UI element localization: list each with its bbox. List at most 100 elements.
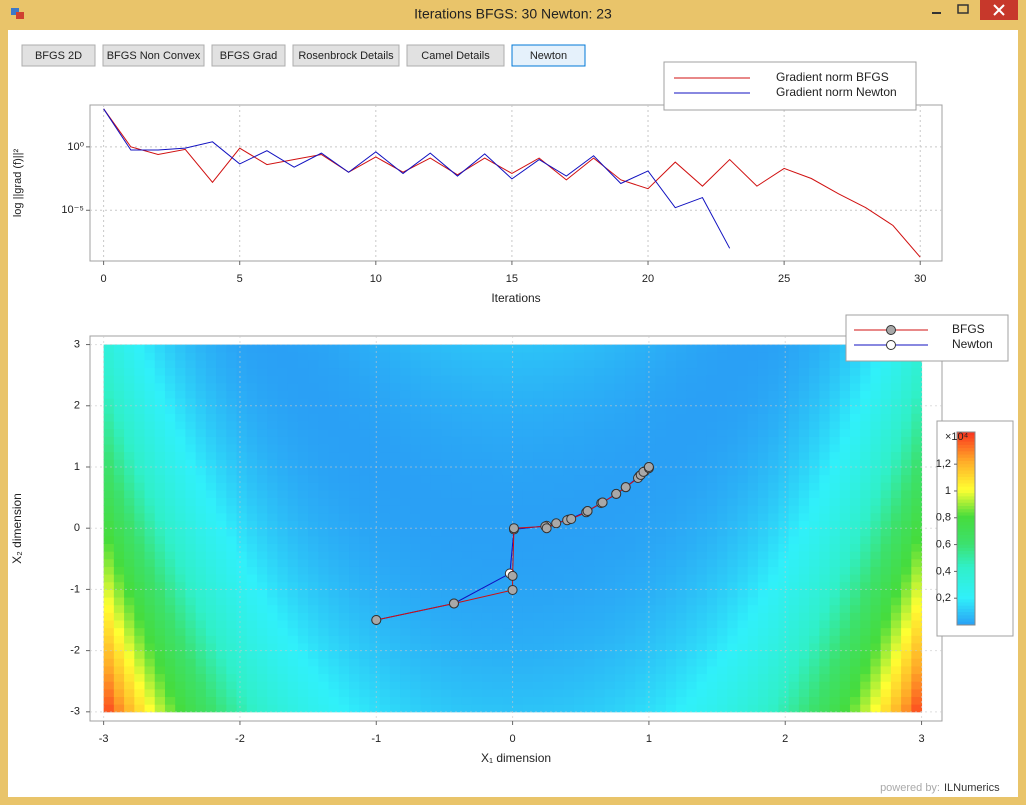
surface-cell xyxy=(706,642,718,652)
x-tick-label: 10 xyxy=(370,273,382,285)
maximize-button[interactable] xyxy=(950,0,978,20)
surface-cell xyxy=(594,421,606,430)
surface-cell xyxy=(246,658,258,667)
surface-cell xyxy=(757,688,769,698)
surface-cell xyxy=(809,681,820,690)
surface-cell xyxy=(706,344,718,353)
surface-cell xyxy=(185,497,197,506)
surface-cell xyxy=(645,444,657,453)
surface-cell xyxy=(144,375,156,384)
legend-marker xyxy=(886,340,896,350)
button[interactable]: Newton xyxy=(511,44,586,67)
surface-cell xyxy=(543,673,554,682)
surface-cell xyxy=(134,627,146,636)
button-face[interactable] xyxy=(292,44,400,67)
surface-cell xyxy=(502,635,514,644)
button-face[interactable] xyxy=(406,44,505,67)
surface-cell xyxy=(553,597,565,606)
minimize-button[interactable] xyxy=(924,0,950,20)
button-label[interactable]: Newton xyxy=(530,50,567,62)
surface-cell xyxy=(860,688,871,698)
surface-cell xyxy=(267,451,278,460)
surface-cell xyxy=(492,528,503,537)
button-face[interactable] xyxy=(211,44,286,67)
button-label[interactable]: Rosenbrock Details xyxy=(298,50,394,62)
surface-cell xyxy=(205,589,217,598)
surface-cell xyxy=(481,512,493,522)
surface-cell xyxy=(216,574,227,583)
surface-cell xyxy=(614,528,626,537)
button-face[interactable] xyxy=(102,44,205,67)
surface-cell xyxy=(308,459,319,468)
button-label[interactable]: BFGS 2D xyxy=(35,50,82,62)
surface-cell xyxy=(308,505,319,514)
surface-cell xyxy=(502,574,514,583)
surface-cell xyxy=(481,459,493,468)
surface-cell xyxy=(410,512,422,522)
surface-cell xyxy=(890,681,902,690)
surface-cell xyxy=(338,436,350,445)
surface-cell xyxy=(819,642,831,652)
surface-cell xyxy=(481,451,493,460)
button-label[interactable]: BFGS Grad xyxy=(220,50,277,62)
surface-cell xyxy=(676,352,687,361)
surface-cell xyxy=(737,535,749,544)
close-button[interactable] xyxy=(980,0,1018,20)
surface-cell xyxy=(676,650,687,659)
surface-cell xyxy=(757,612,769,621)
surface-cell xyxy=(778,474,790,483)
surface-cell xyxy=(655,597,667,606)
surface-cell xyxy=(860,650,871,659)
surface-cell xyxy=(911,612,923,621)
surface-cell xyxy=(706,505,718,514)
surface-cell xyxy=(134,528,146,537)
surface-cell xyxy=(543,574,554,583)
surface-cell xyxy=(216,704,227,713)
button[interactable]: BFGS Non Convex xyxy=(102,44,205,67)
button-face[interactable] xyxy=(21,44,96,67)
surface-cell xyxy=(880,696,892,705)
surface-cell xyxy=(297,398,309,407)
surface-cell xyxy=(246,359,258,369)
surface-cell xyxy=(768,528,779,537)
button[interactable]: BFGS 2D xyxy=(21,44,96,67)
button[interactable]: BFGS Grad xyxy=(211,44,286,67)
surface-cell xyxy=(512,704,524,713)
surface-cell xyxy=(338,551,350,560)
surface-cell xyxy=(441,459,452,468)
surface-cell xyxy=(870,642,882,652)
surface-cell xyxy=(809,428,820,437)
surface-cell xyxy=(379,558,391,567)
button[interactable]: Camel Details xyxy=(406,44,505,67)
surface-cell xyxy=(461,405,473,414)
colorbar-segment xyxy=(957,505,975,510)
surface-cell xyxy=(256,581,268,590)
surface-cell xyxy=(665,344,677,353)
button[interactable]: Rosenbrock Details xyxy=(292,44,400,67)
surface-cell xyxy=(297,436,309,445)
surface-cell xyxy=(819,612,831,621)
y-axis-label: X₂ dimension xyxy=(10,493,24,564)
surface-cell xyxy=(389,459,401,468)
surface-cell xyxy=(696,359,708,369)
button-face[interactable] xyxy=(511,44,586,67)
surface-cell xyxy=(727,505,739,514)
button-label[interactable]: BFGS Non Convex xyxy=(107,50,201,62)
surface-cell xyxy=(277,489,289,499)
surface-cell xyxy=(113,543,125,552)
surface-cell xyxy=(890,520,902,529)
surface-cell xyxy=(522,359,534,369)
surface-cell xyxy=(103,451,115,460)
surface-cell xyxy=(389,535,401,544)
surface-cell xyxy=(277,642,289,652)
surface-cell xyxy=(400,444,411,453)
button-label[interactable]: Camel Details xyxy=(421,50,490,62)
surface-cell xyxy=(839,489,851,499)
surface-cell xyxy=(594,444,606,453)
surface-cell xyxy=(512,466,524,476)
surface-cell xyxy=(430,382,442,391)
surface-cell xyxy=(665,375,677,384)
surface-cell xyxy=(635,528,647,537)
surface-cell xyxy=(901,620,912,629)
surface-cell xyxy=(870,428,882,437)
